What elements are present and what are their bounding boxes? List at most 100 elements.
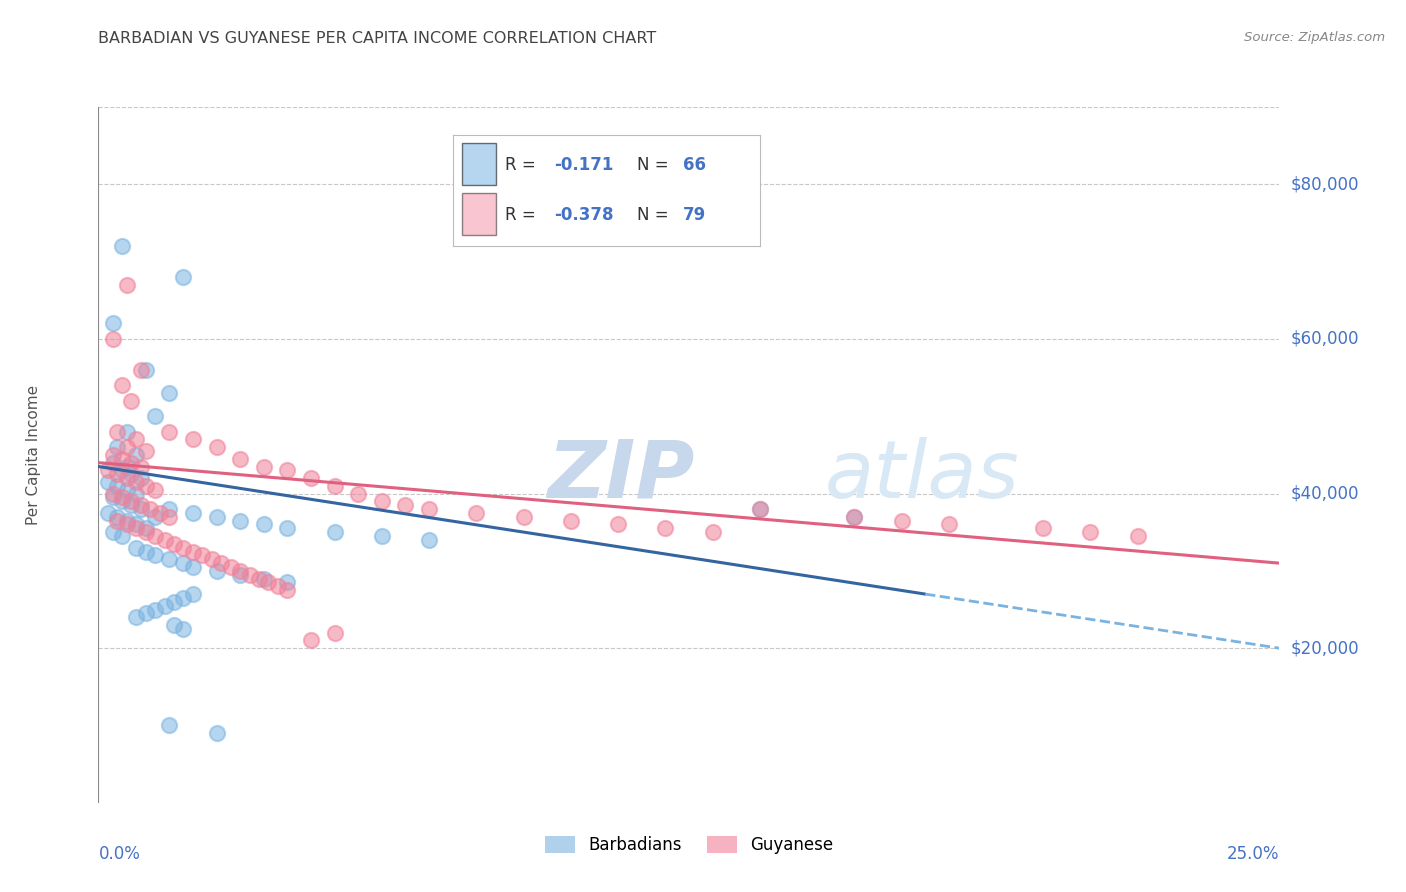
Point (181, 544, 204, 558)
Point (125, 448, 148, 462)
Point (157, 552, 180, 566)
Point (101, 486, 124, 500)
Point (172, 556, 194, 570)
Point (181, 433, 204, 447)
Point (299, 471, 322, 485)
Point (560, 514, 582, 528)
Point (323, 525, 346, 540)
Point (654, 521, 676, 535)
Point (209, 556, 232, 570)
Text: $20,000: $20,000 (1291, 640, 1360, 657)
Point (101, 448, 124, 462)
Point (276, 575, 298, 590)
Point (121, 467, 143, 482)
Text: Per Capita Income: Per Capita Income (25, 384, 41, 525)
Point (105, 479, 128, 493)
Point (163, 595, 186, 609)
Point (253, 517, 276, 532)
Point (111, 239, 134, 253)
Text: N =: N = (637, 156, 673, 174)
Point (143, 509, 166, 524)
Text: $40,000: $40,000 (1291, 484, 1360, 502)
Point (115, 425, 138, 439)
Point (121, 456, 143, 470)
Point (172, 622, 194, 636)
Point (172, 591, 194, 605)
Point (267, 579, 290, 593)
Point (111, 463, 134, 477)
Point (191, 549, 214, 563)
Point (135, 607, 157, 621)
Point (135, 363, 157, 377)
Point (105, 514, 128, 528)
FancyBboxPatch shape (463, 193, 496, 235)
Point (101, 332, 124, 346)
Point (115, 440, 138, 454)
Point (149, 506, 172, 520)
Point (143, 409, 166, 424)
Text: -0.171: -0.171 (554, 156, 613, 174)
Point (748, 502, 770, 516)
Point (111, 494, 134, 508)
Point (129, 471, 152, 485)
Text: -0.378: -0.378 (554, 206, 613, 224)
Point (105, 425, 128, 439)
Point (111, 491, 134, 505)
Point (153, 599, 176, 613)
Text: $80,000: $80,000 (1291, 176, 1360, 194)
Point (97, 475, 120, 489)
Point (125, 475, 148, 489)
Point (129, 498, 152, 512)
Point (229, 567, 252, 582)
Point (276, 583, 298, 598)
Text: $60,000: $60,000 (1291, 330, 1360, 348)
Point (157, 386, 180, 401)
Point (143, 529, 166, 543)
Point (129, 502, 152, 516)
Point (135, 525, 157, 540)
Point (205, 440, 228, 454)
Point (121, 393, 143, 408)
Point (844, 509, 866, 524)
Point (1080, 525, 1102, 540)
Point (105, 467, 128, 482)
Point (323, 479, 346, 493)
Point (139, 502, 162, 516)
Point (465, 506, 488, 520)
Point (229, 451, 252, 466)
Point (115, 514, 138, 528)
Point (157, 718, 180, 732)
Point (125, 521, 148, 535)
Point (938, 517, 960, 532)
Point (97, 506, 120, 520)
Point (172, 270, 194, 285)
Point (229, 564, 252, 578)
Point (253, 572, 276, 586)
Point (129, 363, 152, 377)
Point (135, 544, 157, 558)
Point (371, 494, 394, 508)
Point (219, 560, 242, 574)
Text: ZIP: ZIP (547, 437, 695, 515)
Point (135, 479, 157, 493)
FancyBboxPatch shape (463, 143, 496, 185)
Point (890, 514, 912, 528)
Text: BARBADIAN VS GUYANESE PER CAPITA INCOME CORRELATION CHART: BARBADIAN VS GUYANESE PER CAPITA INCOME … (98, 31, 657, 46)
Point (125, 610, 148, 624)
Point (143, 483, 166, 497)
Point (229, 514, 252, 528)
Point (111, 529, 134, 543)
Point (111, 378, 134, 392)
Point (607, 517, 630, 532)
Point (247, 572, 270, 586)
Point (239, 567, 262, 582)
Point (115, 483, 138, 497)
Point (157, 425, 180, 439)
Point (125, 517, 148, 532)
Point (181, 506, 204, 520)
Point (125, 433, 148, 447)
Point (347, 486, 370, 500)
Point (115, 471, 138, 485)
Point (163, 618, 186, 632)
Point (115, 277, 138, 292)
